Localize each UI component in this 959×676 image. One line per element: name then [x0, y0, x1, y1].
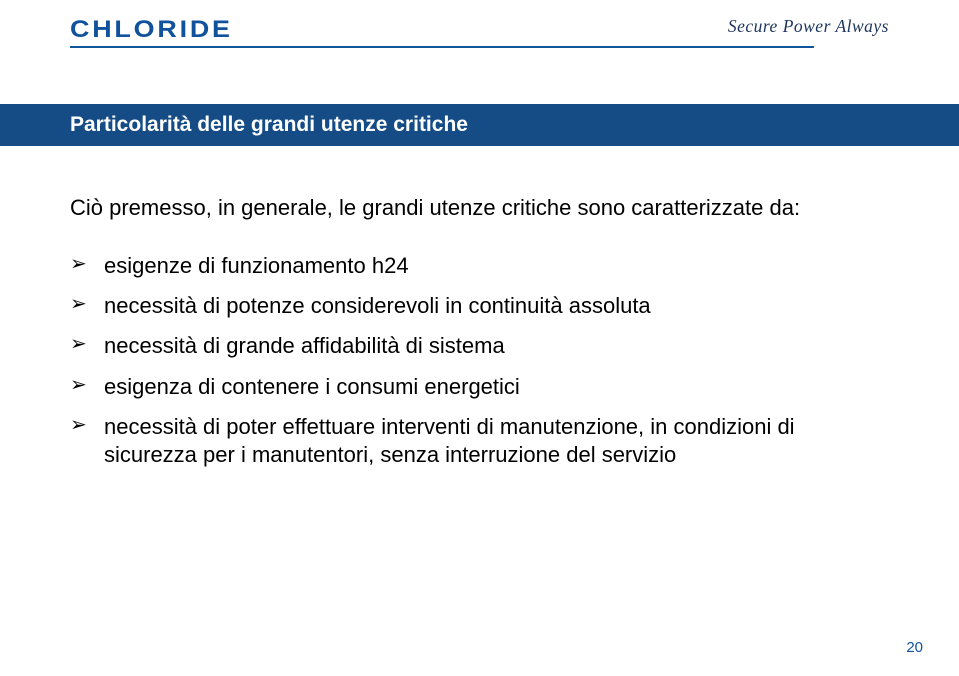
bullet-item: necessità di poter effettuare interventi…	[70, 413, 890, 469]
header: CHLORIDE Secure Power Always	[0, 0, 959, 58]
bullet-item: esigenza di contenere i consumi energeti…	[70, 373, 890, 401]
bullet-item: esigenze di funzionamento h24	[70, 252, 890, 280]
brand-logo: CHLORIDE	[70, 16, 233, 44]
slide-title: Particolarità delle grandi utenze critic…	[70, 113, 468, 137]
page-number: 20	[906, 639, 923, 656]
body: Ciò premesso, in generale, le grandi ute…	[70, 194, 890, 481]
bullet-item: necessità di grande affidabilità di sist…	[70, 332, 890, 360]
lead-text: Ciò premesso, in generale, le grandi ute…	[70, 194, 890, 222]
bullet-list: esigenze di funzionamento h24 necessità …	[70, 252, 890, 469]
header-underline	[70, 46, 814, 48]
slide: CHLORIDE Secure Power Always Particolari…	[0, 0, 959, 676]
title-bar: Particolarità delle grandi utenze critic…	[0, 104, 959, 146]
bullet-item: necessità di potenze considerevoli in co…	[70, 292, 890, 320]
tagline: Secure Power Always	[728, 16, 889, 37]
